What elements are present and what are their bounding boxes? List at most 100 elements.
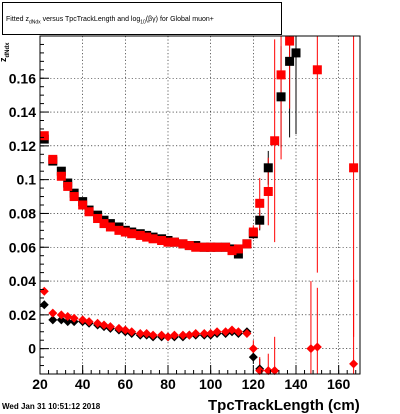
title-middle: versus TpcTrackLength and log <box>40 16 141 23</box>
data-point-diamond <box>270 366 280 376</box>
data-point-square <box>255 198 265 208</box>
data-point-square <box>263 186 273 196</box>
data-point-square <box>276 92 286 102</box>
data-point-diamond <box>127 327 137 337</box>
data-point-diamond <box>93 318 103 328</box>
x-tick-label: 20 <box>32 376 48 392</box>
data-point-diamond <box>306 344 316 354</box>
data-point-diamond <box>39 300 49 310</box>
data-point-square <box>157 235 167 245</box>
data-point-diamond <box>242 328 252 338</box>
data-point-diamond <box>163 332 173 342</box>
title-suffix: (βγ) for Global muon+ <box>145 16 214 23</box>
data-point-square <box>276 70 286 80</box>
timestamp: Wed Jan 31 10:51:12 2018 <box>2 402 101 411</box>
y-tick-label: 0.16 <box>9 70 36 86</box>
axes: 20 40 60 80 100 120 140 160 0 0.02 0.04 0.06 0.08 0.1… <box>9 43 357 392</box>
y-tick-label: 0.06 <box>9 239 36 255</box>
data-point-square <box>349 163 359 173</box>
x-tick-label: 60 <box>118 376 134 392</box>
data-point-square <box>135 230 145 240</box>
data-point-diamond <box>48 308 58 318</box>
y-axis-label: zdNdx <box>0 43 11 63</box>
data-point-square <box>263 163 273 173</box>
data-markers <box>39 36 359 376</box>
data-point-square <box>142 232 152 242</box>
data-point-diamond <box>199 328 209 338</box>
data-point-square <box>227 246 237 256</box>
data-point-square <box>178 239 188 249</box>
data-point-diamond <box>157 330 167 340</box>
data-point-diamond <box>148 330 158 340</box>
data-point-diamond <box>178 330 188 340</box>
data-point-diamond <box>48 315 58 325</box>
data-point-diamond <box>248 344 258 354</box>
y-tick-label: 0.04 <box>9 273 36 289</box>
data-point-diamond <box>78 315 88 325</box>
data-point-square <box>56 166 66 176</box>
data-point-square <box>163 237 173 247</box>
data-point-square <box>127 229 137 239</box>
x-tick-label: 140 <box>284 376 308 392</box>
data-point-diamond <box>56 310 66 320</box>
data-point-diamond <box>312 342 322 352</box>
data-point-diamond <box>39 286 49 296</box>
x-tick-label: 40 <box>75 376 91 392</box>
data-point-diamond <box>63 312 73 322</box>
data-point-diamond <box>105 322 115 332</box>
data-point-square <box>212 242 222 252</box>
data-point-diamond <box>69 313 79 323</box>
data-point-square <box>221 242 231 252</box>
y-tick-label: 0.02 <box>9 307 36 323</box>
y-tick-label: 0.08 <box>9 205 36 221</box>
data-point-square <box>206 242 216 252</box>
data-point-square <box>78 200 88 210</box>
data-point-diamond <box>221 327 231 337</box>
data-point-diamond <box>135 328 145 338</box>
data-point-diamond <box>212 327 222 337</box>
data-point-square <box>270 136 280 146</box>
data-point-square <box>291 48 301 58</box>
data-point-diamond <box>142 328 152 338</box>
data-point-square <box>84 207 94 217</box>
error-bars <box>252 36 355 374</box>
x-axis-label: TpcTrackLength (cm) <box>208 397 360 414</box>
title-sub-dndx: dNdx <box>28 19 41 26</box>
data-point-square <box>255 215 265 225</box>
y-tick-label: 0 <box>28 341 36 357</box>
title-sub-10: 10 <box>140 19 146 26</box>
data-point-square <box>120 227 130 237</box>
data-point-diamond <box>169 330 179 340</box>
x-tick-label: 80 <box>160 376 176 392</box>
data-point-square <box>199 242 209 252</box>
data-point-square <box>248 227 258 237</box>
data-point-square <box>233 244 243 254</box>
data-point-diamond <box>63 317 73 327</box>
data-point-diamond <box>99 320 109 330</box>
data-point-diamond <box>56 315 66 325</box>
data-point-square <box>39 131 49 141</box>
data-point-diamond <box>114 323 124 333</box>
data-point-diamond <box>227 325 237 335</box>
data-point-diamond <box>120 325 130 335</box>
data-point-diamond <box>248 352 258 362</box>
y-tick-label: 0.14 <box>9 104 36 120</box>
data-point-square <box>56 171 66 181</box>
data-point-square <box>48 154 58 164</box>
y-tick-label: 0.12 <box>9 138 36 154</box>
data-point-diamond <box>84 317 94 327</box>
x-tick-label: 120 <box>242 376 266 392</box>
data-point-square <box>93 214 103 224</box>
data-point-diamond <box>191 328 201 338</box>
data-point-square <box>114 225 124 235</box>
data-point-square <box>169 237 179 247</box>
y-tick-label: 0.1 <box>17 172 37 188</box>
data-point-square <box>191 242 201 252</box>
title-prefix: Fitted z <box>6 16 29 23</box>
data-point-square <box>233 249 243 259</box>
data-point-square <box>69 192 79 202</box>
y-axis-label-sub: dNdx <box>4 42 11 58</box>
data-point-diamond <box>184 330 194 340</box>
data-point-square <box>63 181 73 191</box>
